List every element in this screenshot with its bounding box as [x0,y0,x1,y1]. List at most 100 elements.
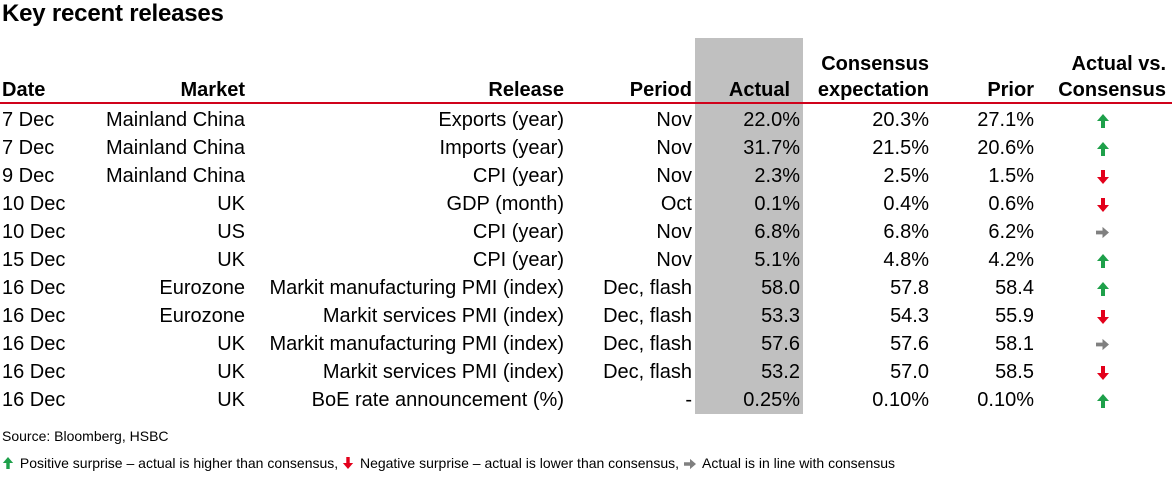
header-consensus-line2: expectation [817,79,929,101]
arrow-down-icon [1096,169,1109,184]
legend-positive-text: Positive surprise – actual is higher tha… [19,455,339,471]
cell-consensus: 2.5% [883,165,929,187]
cell-surprise [1034,330,1171,358]
cell-date: 7 Dec [2,109,55,131]
header-date: Date [2,79,46,101]
arrow-up-icon [1096,141,1109,156]
cell-prior: 58.4 [995,277,1034,299]
cell-prior: 58.5 [995,361,1034,383]
cell-prior: 1.5% [988,165,1034,187]
cell-date: 16 Dec [2,361,66,383]
cell-market: UK [217,389,245,411]
legend-positive: Positive surprise – actual is higher tha… [2,455,342,471]
header-period: Period [629,79,692,101]
cell-consensus: 0.4% [883,193,929,215]
cell-market: US [217,221,245,243]
header-release: Release [488,79,564,101]
cell-period: Dec, flash [603,277,692,299]
header-consensus-line1: Consensus [821,53,929,75]
legend-negative: Negative surprise – actual is lower than… [342,455,683,471]
cell-market: UK [217,361,245,383]
arrow-up-icon [1096,113,1109,128]
arrow-up-icon [1096,281,1109,296]
cell-prior: 55.9 [995,305,1034,327]
cell-period: Nov [656,109,692,131]
source-note: Source: Bloomberg, HSBC [2,428,169,444]
cell-consensus: 4.8% [883,249,929,271]
cell-actual: 0.1% [754,193,800,215]
table-row: 16 Dec Eurozone Markit manufacturing PMI (… [0,274,1171,302]
table-row: 16 Dec Eurozone Markit services PMI (index… [0,302,1171,330]
cell-period: Nov [656,165,692,187]
table-row: 7 Dec Mainland China Exports (year) Nov 22.0… [0,106,1171,134]
cell-period: Dec, flash [603,305,692,327]
table-row: 16 Dec UK Markit services PMI (index) Dec, … [0,358,1171,386]
releases-table-body: 7 Dec Mainland China Exports (year) Nov 22.0… [0,106,1171,414]
cell-market: UK [217,333,245,355]
cell-release: Exports (year) [438,109,564,131]
cell-actual: 6.8% [754,221,800,243]
cell-actual: 31.7% [743,137,800,159]
cell-consensus: 57.0 [890,361,929,383]
cell-surprise [1034,190,1171,218]
table-row: 9 Dec Mainland China CPI (year) Nov 2.3% 2.5%… [0,162,1171,190]
releases-table: 7 Dec Mainland China Exports (year) Nov 22.0… [0,106,1171,414]
cell-period: Nov [656,137,692,159]
legend-inline: Actual is in line with consensus [683,455,895,471]
cell-prior: 20.6% [977,137,1034,159]
cell-date: 16 Dec [2,389,66,411]
cell-surprise [1034,106,1171,134]
cell-prior: 0.10% [977,389,1034,411]
table-row: 10 Dec US CPI (year) Nov 6.8% 6.8% 6.2% [0,218,1171,246]
arrow-up-icon [1096,393,1109,408]
cell-actual: 58.0 [761,277,800,299]
cell-surprise [1034,302,1171,330]
cell-consensus: 57.8 [890,277,929,299]
cell-consensus: 20.3% [872,109,929,131]
cell-consensus: 0.10% [872,389,929,411]
cell-period: Nov [656,249,692,271]
cell-prior: 27.1% [977,109,1034,131]
header-prior: Prior [987,79,1034,101]
legend: Positive surprise – actual is higher tha… [2,455,895,471]
actual-column-highlight [695,38,803,414]
header-vs-line2: Consensus [1058,79,1166,101]
cell-date: 15 Dec [2,249,66,271]
cell-date: 10 Dec [2,221,66,243]
cell-surprise [1034,386,1171,414]
arrow-right-icon [1096,227,1109,239]
table-row: 16 Dec UK Markit manufacturing PMI (index)… [0,330,1171,358]
cell-actual: 57.6 [761,333,800,355]
arrow-right-icon [1096,339,1109,351]
legend-negative-text: Negative surprise – actual is lower than… [359,455,680,471]
arrow-down-icon [1096,309,1109,324]
table-row: 15 Dec UK CPI (year) Nov 5.1% 4.8% 4.2% [0,246,1171,274]
arrow-up-icon [1096,253,1109,268]
cell-release: Imports (year) [439,137,564,159]
cell-actual: 2.3% [754,165,800,187]
cell-consensus: 21.5% [872,137,929,159]
cell-date: 7 Dec [2,137,55,159]
cell-prior: 6.2% [988,221,1034,243]
cell-release: Markit manufacturing PMI (index) [269,333,564,355]
arrow-down-icon [1096,197,1109,212]
header-actual: Actual [728,79,790,101]
cell-actual: 5.1% [754,249,800,271]
cell-period: Dec, flash [603,333,692,355]
cell-period: - [685,389,692,411]
legend-inline-text: Actual is in line with consensus [702,455,896,471]
cell-release: CPI (year) [472,165,564,187]
cell-release: Markit services PMI (index) [322,305,564,327]
cell-prior: 0.6% [988,193,1034,215]
arrow-down-icon [1096,365,1109,380]
cell-release: BoE rate announcement (%) [311,389,564,411]
cell-market: UK [217,193,245,215]
cell-actual: 53.2 [761,361,800,383]
cell-period: Nov [656,221,692,243]
cell-release: CPI (year) [472,249,564,271]
table-row: 7 Dec Mainland China Imports (year) Nov 31.7… [0,134,1171,162]
cell-consensus: 6.8% [883,221,929,243]
page-title: Key recent releases [2,0,224,27]
arrow-right-icon [683,458,696,470]
cell-release: GDP (month) [446,193,564,215]
